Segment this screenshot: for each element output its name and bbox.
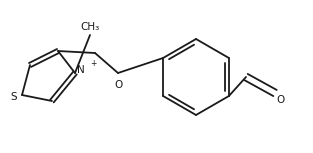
Text: +: + bbox=[90, 58, 96, 67]
Text: O: O bbox=[276, 95, 284, 105]
Text: O: O bbox=[114, 80, 122, 90]
Text: N: N bbox=[77, 65, 85, 75]
Text: S: S bbox=[11, 92, 17, 102]
Text: CH₃: CH₃ bbox=[80, 22, 100, 32]
